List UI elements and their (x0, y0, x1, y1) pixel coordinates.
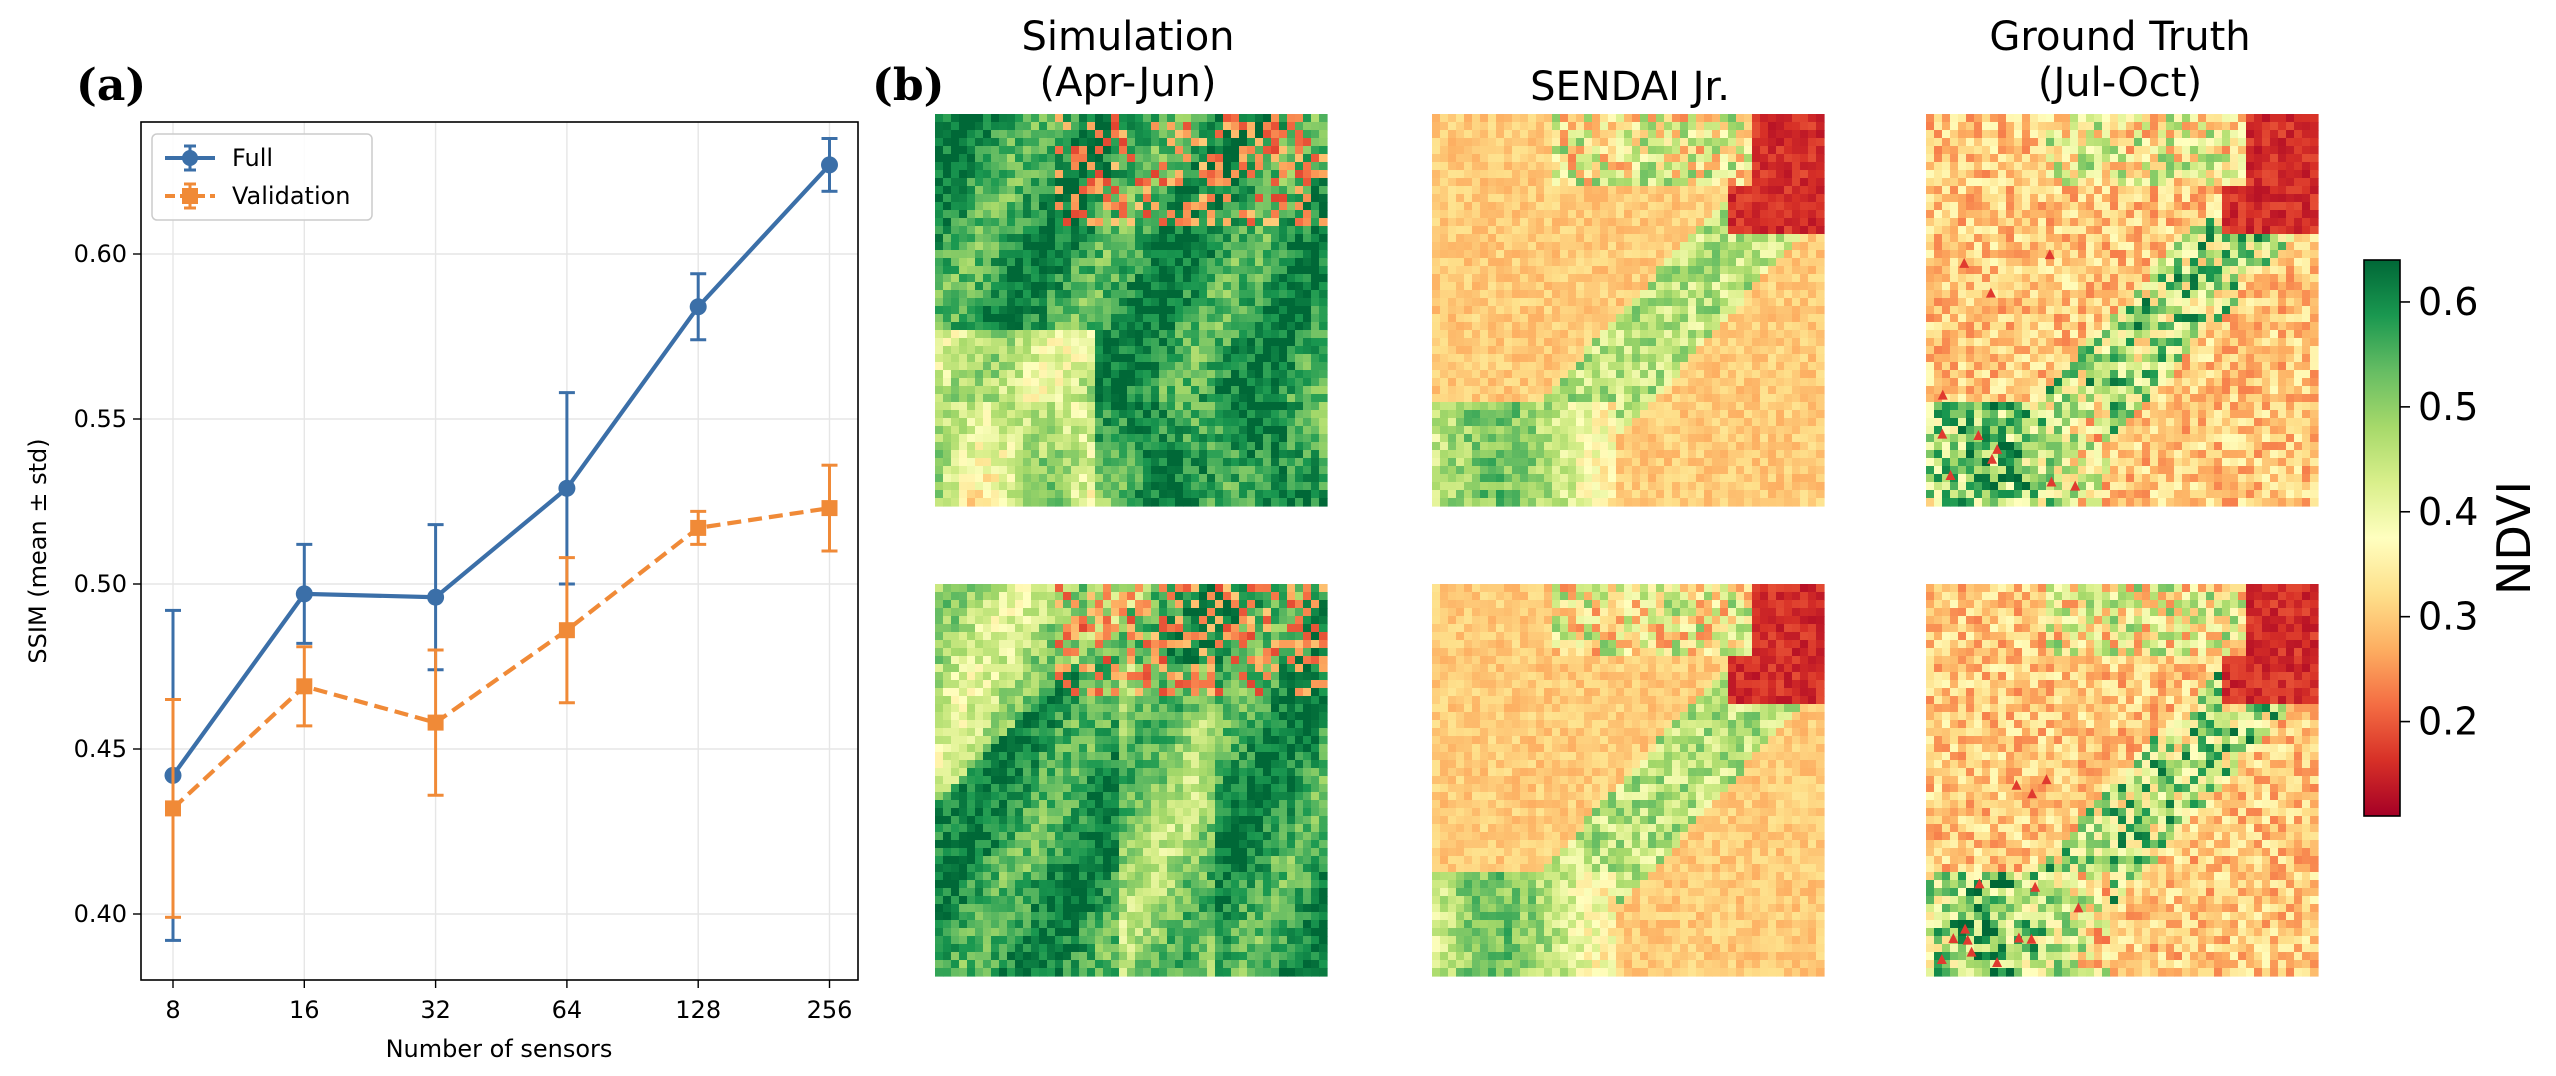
series-validation (165, 463, 838, 919)
sensor-marker (1959, 257, 1970, 268)
sensor-marker (1974, 878, 1985, 889)
colorbar-tick-label: 0.5 (2418, 385, 2478, 429)
x-axis-label: Number of sensors (386, 1035, 613, 1063)
data-point (427, 588, 445, 606)
ndvi-map-sim-top (935, 114, 1328, 507)
series-line (171, 506, 830, 810)
x-tick-label: 256 (807, 996, 853, 1024)
map-title-simulation: Simulation (1021, 14, 1234, 60)
data-point (165, 800, 181, 817)
x-tick-label: 32 (420, 996, 451, 1024)
sensor-marker (2026, 933, 2037, 944)
ndvi-map-sen-bottom (1432, 584, 1825, 977)
sensor-marker (1992, 957, 2003, 968)
sensor-marker (1973, 430, 1984, 441)
ndvi-maps (935, 114, 2319, 977)
y-tick-label: 0.45 (74, 735, 127, 763)
map-title-ground-truth: Ground Truth (1989, 14, 2250, 60)
data-point (689, 298, 707, 316)
y-axis-label: SSIM (mean ± std) (24, 438, 52, 663)
legend-swatch-marker (182, 150, 198, 166)
colorbar-tick-label: 0.6 (2418, 280, 2478, 324)
sensor-marker (2046, 476, 2057, 487)
map-subtitle-ground-truth: (Jul-Oct) (2038, 60, 2202, 106)
legend-box (151, 133, 373, 221)
panel-a-label: (a) (76, 60, 146, 111)
y-tick-label: 0.60 (74, 240, 127, 268)
sensor-marker (2041, 774, 2052, 785)
series-layer (164, 137, 838, 942)
sensor-marker (1960, 923, 1971, 934)
sensor-marker (1937, 389, 1948, 400)
legend-swatch-marker (182, 188, 198, 204)
data-point (821, 500, 838, 517)
map-subtitle-simulation: (Apr-Jun) (1039, 60, 1216, 106)
y-tick-label: 0.50 (74, 570, 127, 598)
colorbar-tick-label: 0.2 (2418, 700, 2478, 744)
ndvi-colorbar: 0.2 0.3 0.4 0.5 0.6 NDVI (2363, 259, 2541, 817)
y-tick-label: 0.55 (74, 405, 127, 433)
y-tick-label: 0.40 (74, 900, 127, 928)
panel-b-label: (b) (872, 60, 944, 111)
sensor-marker (1948, 933, 1959, 944)
sensor-marker (1966, 946, 1977, 957)
ndvi-map-gt-bottom (1926, 584, 2319, 977)
sensor-marker (2027, 788, 2038, 799)
colorbar-tick-label: 0.4 (2418, 490, 2478, 534)
line-chart: 8 16 32 64 128 256 0.40 0.45 0.50 0.55 0.60 Number… (24, 121, 859, 1063)
data-point (821, 156, 838, 174)
sensor-marker (2044, 249, 2055, 260)
sensor-marker (2073, 902, 2084, 913)
sensor-marker (2070, 480, 2081, 491)
axis-ticks: 8 16 32 64 128 256 0.40 0.45 0.50 0.55 0.60 (74, 240, 853, 1024)
sensor-marker (2013, 932, 2024, 943)
data-point (427, 714, 444, 731)
sensor-marker (1936, 954, 1947, 965)
colorbar-label: NDVI (2487, 481, 2541, 595)
sensor-marker (1986, 453, 1997, 464)
legend-label-full: Full (232, 144, 273, 172)
colorbar-gradient (2363, 259, 2401, 817)
series-line (171, 163, 832, 777)
x-tick-label: 64 (552, 996, 583, 1024)
ndvi-map-sen-top (1432, 114, 1825, 507)
data-point (296, 678, 313, 695)
data-point (690, 519, 707, 536)
legend-label-validation: Validation (232, 182, 351, 210)
ndvi-map-gt-top (1926, 114, 2319, 507)
colorbar-tick-label: 0.3 (2418, 595, 2478, 639)
sensor-marker (1937, 428, 1948, 439)
plot-frame (140, 121, 859, 981)
ndvi-map-sim-bottom (935, 584, 1328, 977)
sensor-marker (2011, 779, 2022, 790)
sensor-marker (2030, 881, 2041, 892)
x-tick-label: 8 (165, 996, 180, 1024)
sensor-marker (1962, 934, 1973, 945)
sensor-marker (1945, 469, 1956, 480)
x-tick-label: 128 (675, 996, 721, 1024)
x-tick-label: 16 (289, 996, 320, 1024)
data-point (295, 585, 313, 603)
data-point (558, 622, 575, 639)
map-titles: Simulation (Apr-Jun) SENDAI Jr. Ground T… (1021, 14, 2250, 110)
sensor-marker (1985, 287, 1996, 298)
map-title-sendai: SENDAI Jr. (1530, 64, 1730, 110)
data-point (558, 479, 576, 497)
series-full (164, 137, 838, 942)
legend: Full Validation (151, 133, 373, 221)
sensor-marker (1992, 443, 2003, 454)
